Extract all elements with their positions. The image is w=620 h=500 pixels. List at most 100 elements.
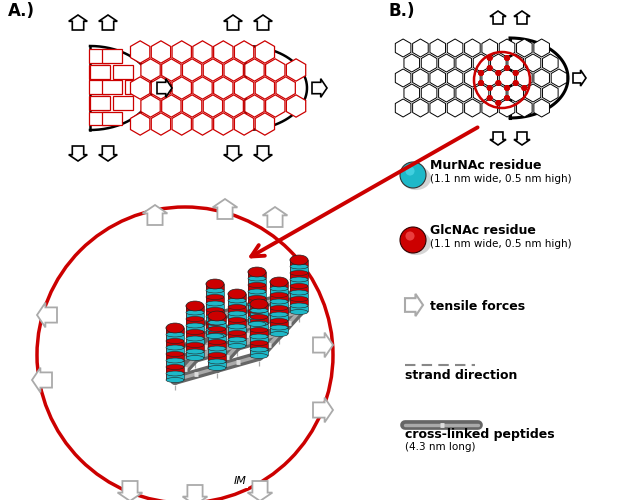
Circle shape: [487, 66, 492, 70]
Circle shape: [479, 71, 483, 75]
Ellipse shape: [270, 277, 288, 287]
Polygon shape: [234, 77, 254, 99]
Ellipse shape: [166, 352, 184, 356]
Circle shape: [479, 71, 483, 75]
Ellipse shape: [290, 255, 308, 265]
Circle shape: [37, 207, 333, 500]
Bar: [270, 314, 288, 320]
Ellipse shape: [248, 289, 266, 294]
Bar: [113, 65, 133, 78]
Polygon shape: [490, 84, 506, 102]
Polygon shape: [464, 39, 480, 57]
Bar: [166, 360, 184, 366]
Polygon shape: [413, 69, 428, 87]
Polygon shape: [172, 113, 192, 135]
Ellipse shape: [166, 326, 184, 330]
Ellipse shape: [208, 359, 226, 364]
Polygon shape: [265, 59, 285, 81]
Polygon shape: [313, 398, 333, 422]
Ellipse shape: [206, 308, 224, 312]
Bar: [290, 286, 308, 292]
Polygon shape: [254, 146, 272, 161]
Polygon shape: [69, 15, 87, 30]
Text: strand direction: strand direction: [405, 369, 517, 382]
Polygon shape: [514, 132, 530, 145]
Ellipse shape: [208, 340, 226, 344]
Bar: [290, 306, 308, 312]
Bar: [228, 326, 246, 332]
Ellipse shape: [206, 288, 224, 293]
Ellipse shape: [206, 320, 224, 326]
Polygon shape: [234, 41, 254, 63]
Bar: [166, 341, 184, 347]
Polygon shape: [404, 84, 420, 102]
Bar: [290, 260, 308, 266]
Ellipse shape: [290, 296, 308, 302]
Bar: [206, 284, 224, 290]
Polygon shape: [118, 481, 143, 500]
Circle shape: [479, 71, 483, 75]
Ellipse shape: [166, 345, 184, 350]
Bar: [250, 304, 268, 356]
Polygon shape: [456, 84, 472, 102]
Ellipse shape: [208, 333, 226, 338]
Polygon shape: [99, 15, 117, 30]
Bar: [166, 328, 184, 380]
Polygon shape: [430, 39, 446, 57]
Bar: [166, 374, 184, 380]
Ellipse shape: [250, 321, 268, 326]
Polygon shape: [482, 99, 497, 117]
Ellipse shape: [290, 277, 308, 282]
Circle shape: [405, 232, 415, 240]
Ellipse shape: [228, 344, 246, 348]
Polygon shape: [214, 113, 233, 135]
Polygon shape: [141, 95, 160, 117]
Circle shape: [513, 71, 518, 75]
Bar: [206, 330, 224, 336]
Polygon shape: [430, 69, 446, 87]
Polygon shape: [69, 146, 87, 161]
Polygon shape: [224, 95, 244, 117]
Bar: [250, 330, 268, 336]
Circle shape: [522, 86, 526, 90]
Polygon shape: [224, 59, 244, 81]
Ellipse shape: [208, 320, 226, 325]
Ellipse shape: [208, 314, 226, 318]
Polygon shape: [151, 77, 171, 99]
Polygon shape: [172, 77, 192, 99]
Ellipse shape: [206, 279, 224, 289]
Bar: [270, 282, 288, 334]
Polygon shape: [245, 59, 264, 81]
Bar: [206, 284, 224, 336]
Ellipse shape: [290, 303, 308, 308]
Ellipse shape: [250, 328, 268, 332]
Bar: [270, 328, 288, 334]
Circle shape: [487, 96, 492, 100]
Polygon shape: [203, 59, 223, 81]
Ellipse shape: [186, 316, 204, 322]
Polygon shape: [214, 41, 233, 63]
Ellipse shape: [186, 323, 204, 328]
Text: MurNAc residue: MurNAc residue: [430, 159, 541, 172]
Bar: [228, 294, 246, 300]
Bar: [206, 316, 224, 322]
Circle shape: [505, 66, 509, 70]
Polygon shape: [32, 368, 52, 392]
Ellipse shape: [206, 314, 224, 319]
Polygon shape: [447, 39, 463, 57]
Bar: [248, 292, 266, 298]
Bar: [290, 280, 308, 285]
Ellipse shape: [250, 314, 268, 320]
Ellipse shape: [250, 308, 268, 313]
Polygon shape: [130, 41, 150, 63]
Bar: [250, 336, 268, 342]
Ellipse shape: [250, 354, 268, 358]
Bar: [186, 319, 204, 325]
Polygon shape: [508, 84, 523, 102]
Ellipse shape: [270, 280, 288, 284]
Bar: [102, 112, 122, 125]
Bar: [248, 304, 266, 310]
Polygon shape: [182, 95, 202, 117]
Circle shape: [505, 56, 509, 60]
Circle shape: [522, 86, 526, 90]
